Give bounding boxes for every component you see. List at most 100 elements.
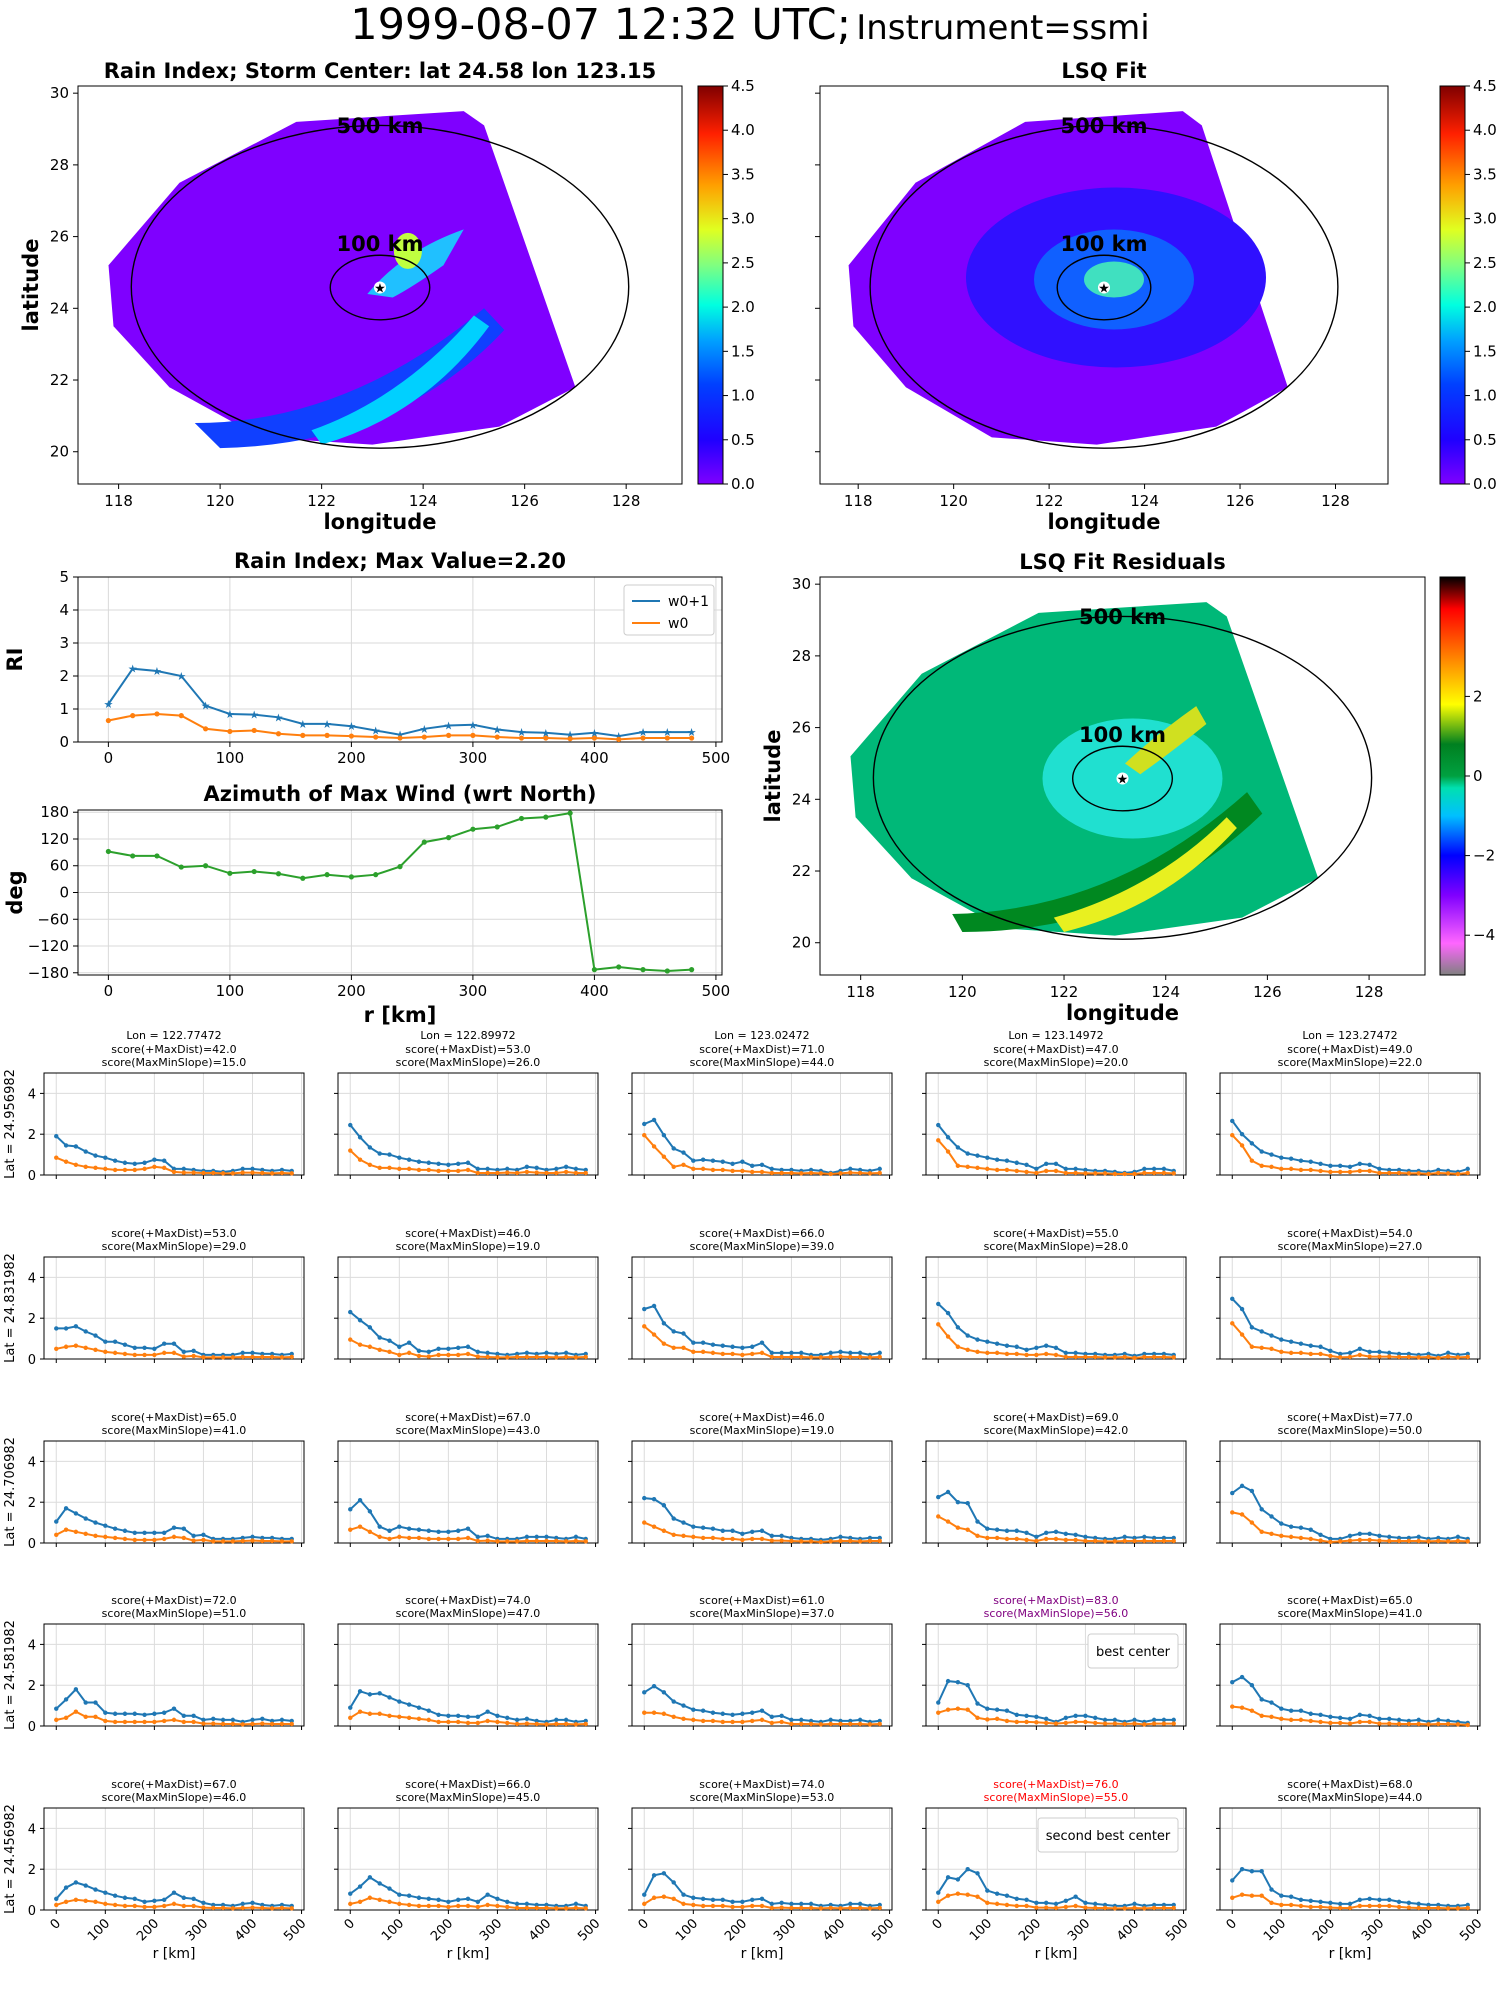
profile-point [1387, 1716, 1392, 1722]
profile-point [181, 1354, 187, 1359]
profile-point [132, 1352, 137, 1358]
data-point [664, 968, 670, 974]
profile-point [73, 1511, 79, 1516]
profile-point [749, 1718, 755, 1724]
profile-point [211, 1716, 216, 1722]
profile-axes-border [631, 1256, 893, 1360]
colorbar-tick-label: 4.0 [731, 121, 755, 139]
profile-point [505, 1904, 510, 1910]
profile-point [495, 1903, 500, 1909]
profile-point [465, 1160, 471, 1165]
profile-point [720, 1159, 725, 1164]
profile-point [397, 1892, 402, 1897]
profile-point [1093, 1354, 1098, 1360]
profile-point [1426, 1722, 1431, 1727]
profile-point [455, 1536, 461, 1542]
profile-point [1308, 1167, 1313, 1173]
y-tick-label: 0 [28, 1169, 36, 1184]
profile-point [1308, 1343, 1313, 1348]
profile-point [1318, 1899, 1323, 1905]
profile-point [191, 1896, 196, 1901]
profile-point [1387, 1534, 1392, 1540]
profile-point [1328, 1348, 1333, 1354]
profile-point [514, 1170, 520, 1176]
map-panels: Rain Index; Storm Center: lat 24.58 lon … [19, 59, 1497, 1025]
profile-point [1161, 1538, 1167, 1544]
profile-point [1328, 1163, 1333, 1169]
profile-point [1357, 1168, 1363, 1174]
profile-point [563, 1721, 569, 1727]
profile-point [583, 1539, 588, 1544]
profile-point [279, 1355, 285, 1360]
profile-point [769, 1905, 775, 1911]
profile-point [416, 1535, 422, 1541]
data-point [348, 733, 354, 739]
profile-point [348, 1122, 353, 1128]
profile-point [857, 1905, 863, 1911]
profile-point [544, 1170, 549, 1176]
profile-point [1249, 1325, 1255, 1330]
profile-cell: score(+MaxDist)=66.0score(MaxMinSlope)=4… [334, 1778, 603, 1962]
profile-point [112, 1339, 118, 1344]
profile-point [426, 1903, 431, 1909]
profile-point [1298, 1158, 1304, 1163]
profile-point [779, 1905, 784, 1910]
profile-point [1102, 1171, 1108, 1176]
profile-cell: score(+MaxDist)=46.0score(MaxMinSlope)=1… [628, 1411, 893, 1547]
profile-point [387, 1713, 392, 1719]
data-point [227, 870, 233, 876]
profile-point [1455, 1171, 1461, 1177]
data-point [470, 732, 476, 739]
profile-point [1445, 1906, 1451, 1911]
y-tick-label: 2 [28, 1679, 36, 1694]
profile-point [661, 1711, 667, 1716]
profile-point [848, 1535, 853, 1541]
x-axis-label: r [km] [153, 1946, 196, 1962]
profile-point [710, 1526, 716, 1531]
profile-point [534, 1354, 539, 1360]
profile-point [406, 1526, 412, 1531]
profile-point [730, 1168, 735, 1174]
profile-point [122, 1719, 128, 1725]
profile-point [1436, 1167, 1441, 1173]
profile-point [1043, 1530, 1049, 1536]
score-maxdist: score(+MaxDist)=61.0 [699, 1594, 824, 1607]
profile-point [181, 1535, 187, 1541]
profile-point [348, 1337, 353, 1342]
profile-point [83, 1345, 88, 1350]
res-band-max [1053, 817, 1237, 932]
profile-point [1053, 1352, 1059, 1358]
profile-point [583, 1721, 588, 1727]
profile-point [1034, 1538, 1039, 1544]
profile-point [749, 1897, 755, 1903]
x-tick-label: 500 [869, 1916, 897, 1944]
chart-title: Azimuth of Max Wind (wrt North) [204, 782, 597, 806]
profile-point [93, 1700, 98, 1705]
profile-point [93, 1887, 98, 1892]
profile-point [152, 1898, 157, 1904]
profile-point [1308, 1904, 1313, 1910]
profile-point [965, 1867, 970, 1872]
profile-point [1367, 1531, 1372, 1537]
profile-point [230, 1721, 236, 1727]
profile-axes-border [1219, 1440, 1481, 1544]
profile-point [524, 1721, 530, 1726]
profile-point [1093, 1905, 1098, 1911]
profile-point [1004, 1708, 1010, 1713]
profile-point [416, 1159, 422, 1164]
profile-point [1230, 1704, 1235, 1709]
profile-point [965, 1892, 970, 1897]
profile-point [387, 1899, 392, 1905]
profile-point [495, 1896, 500, 1901]
profile-point [945, 1519, 951, 1524]
chart-axes-border [77, 809, 723, 976]
profile-point [955, 1325, 961, 1330]
profile-point [171, 1166, 177, 1172]
profile-point [485, 1350, 490, 1356]
profile-point [446, 1168, 451, 1174]
data-point: ★ [298, 718, 308, 731]
profile-point [1151, 1905, 1157, 1911]
profile-point [1043, 1168, 1049, 1174]
profile-point [112, 1902, 118, 1908]
profile-point [936, 1700, 941, 1705]
